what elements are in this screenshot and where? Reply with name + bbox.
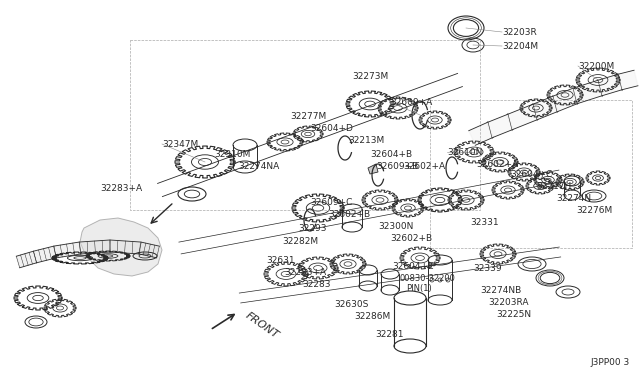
Text: 32282M: 32282M (282, 237, 318, 246)
Text: J3PP00 3: J3PP00 3 (590, 358, 629, 367)
Polygon shape (507, 105, 538, 129)
Text: 32610N: 32610N (447, 148, 483, 157)
Text: 32213M: 32213M (348, 136, 384, 145)
Text: 32609+B: 32609+B (376, 162, 419, 171)
Text: 32273M: 32273M (352, 72, 388, 81)
Polygon shape (54, 242, 81, 258)
Text: 32203RA: 32203RA (488, 298, 529, 307)
Text: 32339: 32339 (473, 264, 502, 273)
Text: 32286M: 32286M (354, 312, 390, 321)
Polygon shape (139, 242, 159, 258)
Polygon shape (532, 97, 558, 119)
Text: 32347M: 32347M (162, 140, 198, 149)
Polygon shape (618, 70, 638, 90)
Text: 32225N: 32225N (496, 310, 531, 319)
Polygon shape (16, 251, 36, 268)
Text: 32331: 32331 (470, 218, 499, 227)
Text: 32204M: 32204M (502, 42, 538, 51)
Polygon shape (109, 240, 140, 254)
Polygon shape (598, 74, 622, 96)
Polygon shape (552, 89, 578, 112)
Text: 32277M: 32277M (290, 112, 326, 121)
Text: 32281: 32281 (375, 330, 403, 339)
Text: 32631: 32631 (266, 256, 294, 265)
Text: PIN(1): PIN(1) (406, 284, 432, 293)
Polygon shape (80, 218, 162, 276)
Text: 00830-32200: 00830-32200 (400, 274, 456, 283)
Text: 32200M: 32200M (578, 62, 614, 71)
Text: 32274N: 32274N (556, 194, 591, 203)
Text: 32602+A: 32602+A (476, 160, 518, 169)
Text: FRONT: FRONT (244, 310, 281, 340)
Text: 32602+A: 32602+A (403, 162, 445, 171)
Polygon shape (79, 240, 110, 254)
Text: 32274NB: 32274NB (480, 286, 521, 295)
Text: 32604+B: 32604+B (370, 150, 412, 159)
Polygon shape (573, 80, 602, 104)
Text: 32203R: 32203R (502, 28, 537, 37)
Text: 32609+A: 32609+A (390, 98, 432, 107)
Text: 32300N: 32300N (378, 222, 413, 231)
Polygon shape (487, 115, 513, 137)
Text: 32283: 32283 (302, 280, 330, 289)
Text: 32604+E: 32604+E (392, 262, 434, 271)
Text: 32310M: 32310M (214, 150, 250, 159)
Text: 32602+B: 32602+B (390, 234, 432, 243)
Polygon shape (368, 164, 378, 174)
Polygon shape (468, 123, 493, 145)
Text: 32630S: 32630S (334, 300, 369, 309)
Text: 32274NA: 32274NA (238, 162, 279, 171)
Text: 32604+D: 32604+D (310, 124, 353, 133)
Text: 32293: 32293 (298, 224, 326, 233)
Text: 32283+A: 32283+A (284, 268, 326, 277)
Polygon shape (33, 246, 56, 263)
Text: 32602+B: 32602+B (328, 210, 370, 219)
Text: 32217H: 32217H (536, 182, 572, 191)
Text: 32283+A: 32283+A (100, 184, 142, 193)
Text: 32604+C: 32604+C (510, 170, 552, 179)
Text: 32609+C: 32609+C (310, 198, 353, 207)
Text: 32276M: 32276M (576, 206, 612, 215)
